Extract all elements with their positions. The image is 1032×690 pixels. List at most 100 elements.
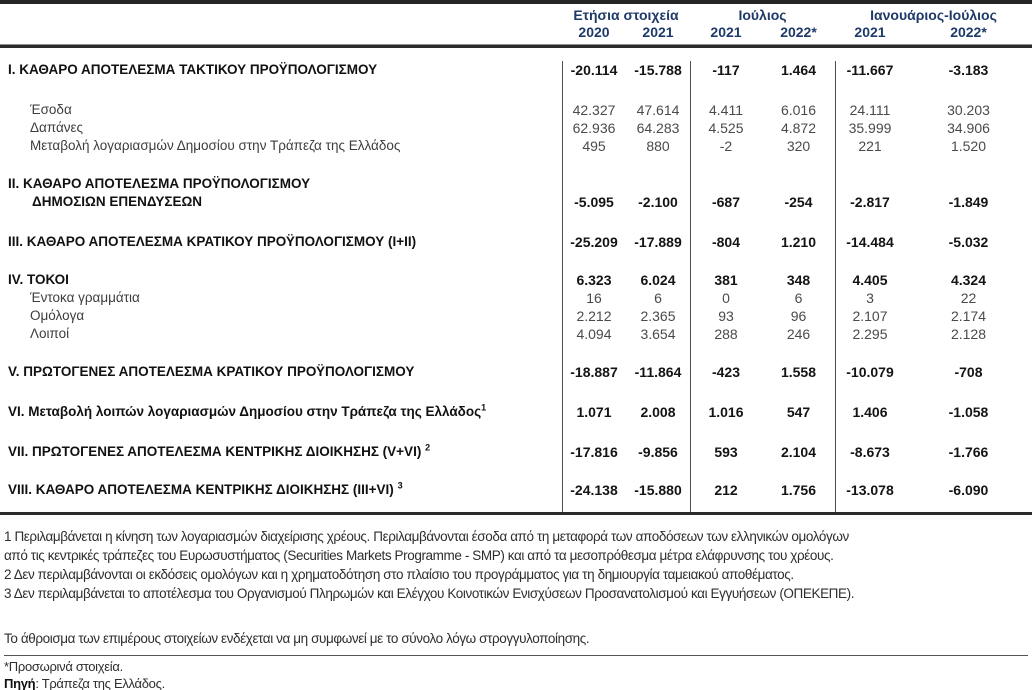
notes-divider-rule <box>4 655 1028 656</box>
value-cell: -10.079 <box>846 364 894 380</box>
value-cell: -2.817 <box>850 194 890 210</box>
value-cell: 35.999 <box>848 120 892 136</box>
value-cell: -17.816 <box>570 444 618 460</box>
value-cell: -11.667 <box>846 62 894 78</box>
row-label: Ομόλογα <box>30 308 85 323</box>
provisional-note: *Προσωρινά στοιχεία. <box>4 659 123 674</box>
column-divider <box>690 61 691 512</box>
value-cell: -804 <box>711 234 741 250</box>
value-cell: 42.327 <box>572 102 616 118</box>
value-cell: 1.016 <box>708 404 744 420</box>
table-bottom-rule <box>0 512 1032 515</box>
table-row-section-7: VII. ΠΡΩΤΟΓΕΝΕΣ ΑΠΟΤΕΛΕΣΜΑ ΚΕΝΤΡΙΚΗΣ ΔΙΟ… <box>0 443 1032 461</box>
table-row-revenue: Έσοδα 42.327 47.614 4.411 6.016 24.111 3… <box>0 101 1032 119</box>
value-cell: 1.464 <box>780 62 817 78</box>
rounding-note: Το άθροισμα των επιμέρους στοιχείων ενδέ… <box>4 631 590 646</box>
value-cell: 2.365 <box>640 308 676 324</box>
footnote-line: 3 Δεν περιλαμβάνεται το αποτέλεσμα του Ο… <box>4 586 855 601</box>
header-spacer <box>0 24 562 41</box>
row-label: VIII. ΚΑΘΑΡΟ ΑΠΟΤΕΛΕΣΜΑ ΚΕΝΤΡΙΚΗΣ ΔΙΟΙΚΗ… <box>8 480 403 497</box>
value-cell: -117 <box>712 62 740 78</box>
value-cell: -708 <box>954 364 983 380</box>
value-cell: -18.887 <box>570 364 618 380</box>
row-label: I. ΚΑΘΑΡΟ ΑΠΟΤΕΛΕΣΜΑ ΤΑΚΤΙΚΟΥ ΠΡΟΫΠΟΛΟΓΙ… <box>8 62 378 77</box>
footnote-ref-2: 2 <box>425 442 431 453</box>
footnote-line: 2 Δεν περιλαμβάνονται οι εκδόσεις ομολόγ… <box>4 567 794 582</box>
source-label: Πηγή <box>4 675 36 690</box>
value-cell: -24.138 <box>570 482 618 498</box>
value-cell: 288 <box>714 326 738 342</box>
row-label: V. ΠΡΩΤΟΓΕΝΕΣ ΑΠΟΤΕΛΕΣΜΑ ΚΡΑΤΙΚΟΥ ΠΡΟΫΠΟ… <box>8 364 415 379</box>
value-cell: 2.174 <box>950 308 987 324</box>
value-cell: -11.864 <box>634 364 682 380</box>
year-header: 2021 <box>854 24 886 40</box>
value-cell: 2.212 <box>576 308 612 324</box>
value-cell: 4.324 <box>950 272 987 288</box>
value-cell: 6 <box>794 290 803 306</box>
value-cell: 47.614 <box>636 102 680 118</box>
value-cell: 2.295 <box>852 326 888 342</box>
value-cell: 0 <box>722 290 730 306</box>
column-group-jan-july: Ιανουάριος-Ιούλιος <box>870 7 997 23</box>
value-cell: -2.100 <box>638 194 678 210</box>
value-cell: 24.111 <box>849 102 891 118</box>
value-cell: 22 <box>960 290 977 306</box>
table-row-section-6: VI. Μεταβολή λοιπών λογαριασμών Δημοσίου… <box>0 403 1032 421</box>
header-double-rule <box>0 44 1032 48</box>
source-text: : Τράπεζα της Ελλάδος. <box>35 675 165 690</box>
row-label: Μεταβολή λογαριασμών Δημοσίου στην Τράπε… <box>30 138 401 153</box>
value-cell: 93 <box>718 308 734 324</box>
value-cell: -9.856 <box>638 444 678 460</box>
value-cell: 4.094 <box>576 326 612 342</box>
footnote-line: από τις κεντρικές τράπεζες του Ευρωσυστή… <box>4 548 834 563</box>
value-cell: -15.788 <box>634 62 682 78</box>
year-header: 2021 <box>710 24 742 40</box>
value-cell: 1.406 <box>852 404 888 420</box>
table-row-tbills: Έντοκα γραμμάτια 16 6 0 6 3 22 <box>0 289 1032 307</box>
table-row-deposit-change: Μεταβολή λογαριασμών Δημοσίου στην Τράπε… <box>0 137 1032 155</box>
row-label-line1: II. ΚΑΘΑΡΟ ΑΠΟΤΕΛΕΣΜΑ ΠΡΟΫΠΟΛΟΓΙΣΜΟΥ <box>8 176 311 191</box>
year-header: 2022* <box>950 24 987 40</box>
value-cell: -1.849 <box>948 194 989 210</box>
table-row-section-1: I. ΚΑΘΑΡΟ ΑΠΟΤΕΛΕΣΜΑ ΤΑΚΤΙΚΟΥ ΠΡΟΫΠΟΛΟΓΙ… <box>0 61 1032 79</box>
value-cell: -17.889 <box>634 234 682 250</box>
value-cell: -5.095 <box>574 194 614 210</box>
value-cell: 495 <box>582 138 606 154</box>
value-cell: 593 <box>714 444 738 460</box>
value-cell: 64.283 <box>636 120 680 136</box>
table-top-rule <box>0 0 1032 4</box>
value-cell: 62.936 <box>572 120 616 136</box>
column-divider <box>835 61 836 512</box>
value-cell: 34.906 <box>947 120 990 136</box>
table-row-section-5: V. ΠΡΩΤΟΓΕΝΕΣ ΑΠΟΤΕΛΕΣΜΑ ΚΡΑΤΙΚΟΥ ΠΡΟΫΠΟ… <box>0 363 1032 381</box>
value-cell: 30.203 <box>947 102 990 118</box>
value-cell: 16 <box>586 290 602 306</box>
table-row-other-interest: Λοιποί 4.094 3.654 288 246 2.295 2.128 <box>0 325 1032 343</box>
table-body: I. ΚΑΘΑΡΟ ΑΠΟΤΕΛΕΣΜΑ ΤΑΚΤΙΚΟΥ ΠΡΟΫΠΟΛΟΓΙ… <box>0 61 1032 512</box>
value-cell: -1.058 <box>948 404 989 420</box>
value-cell: 320 <box>786 138 811 154</box>
row-label: Λοιποί <box>30 326 70 341</box>
column-group-annual: Ετήσια στοιχεία <box>573 7 679 23</box>
year-header: 2022* <box>780 24 817 40</box>
value-cell: -423 <box>711 364 741 380</box>
value-cell: 880 <box>646 138 670 154</box>
value-cell: 3 <box>866 290 874 306</box>
value-cell: 4.872 <box>780 120 817 136</box>
table-row-section-8: VIII. ΚΑΘΑΡΟ ΑΠΟΤΕΛΕΣΜΑ ΚΕΝΤΡΙΚΗΣ ΔΙΟΙΚΗ… <box>0 481 1032 499</box>
table-row-expenditure: Δαπάνες 62.936 64.283 4.525 4.872 35.999… <box>0 119 1032 137</box>
value-cell: 2.107 <box>852 308 888 324</box>
value-cell: -6.090 <box>948 482 989 498</box>
table-row-bonds: Ομόλογα 2.212 2.365 93 96 2.107 2.174 <box>0 307 1032 325</box>
year-header-row: 2020 2021 2021 2022* 2021 2022* <box>0 24 1032 44</box>
value-cell: 381 <box>714 272 738 288</box>
value-cell: -687 <box>711 194 741 210</box>
value-cell: 6 <box>654 290 662 306</box>
value-cell: 4.405 <box>852 272 888 288</box>
column-group-july: Ιούλιος <box>738 7 787 23</box>
value-cell: 348 <box>786 272 811 288</box>
value-cell: 6.323 <box>576 272 612 288</box>
value-cell: 2.104 <box>780 444 817 460</box>
value-cell: -20.114 <box>570 62 618 78</box>
value-cell: -8.673 <box>850 444 890 460</box>
